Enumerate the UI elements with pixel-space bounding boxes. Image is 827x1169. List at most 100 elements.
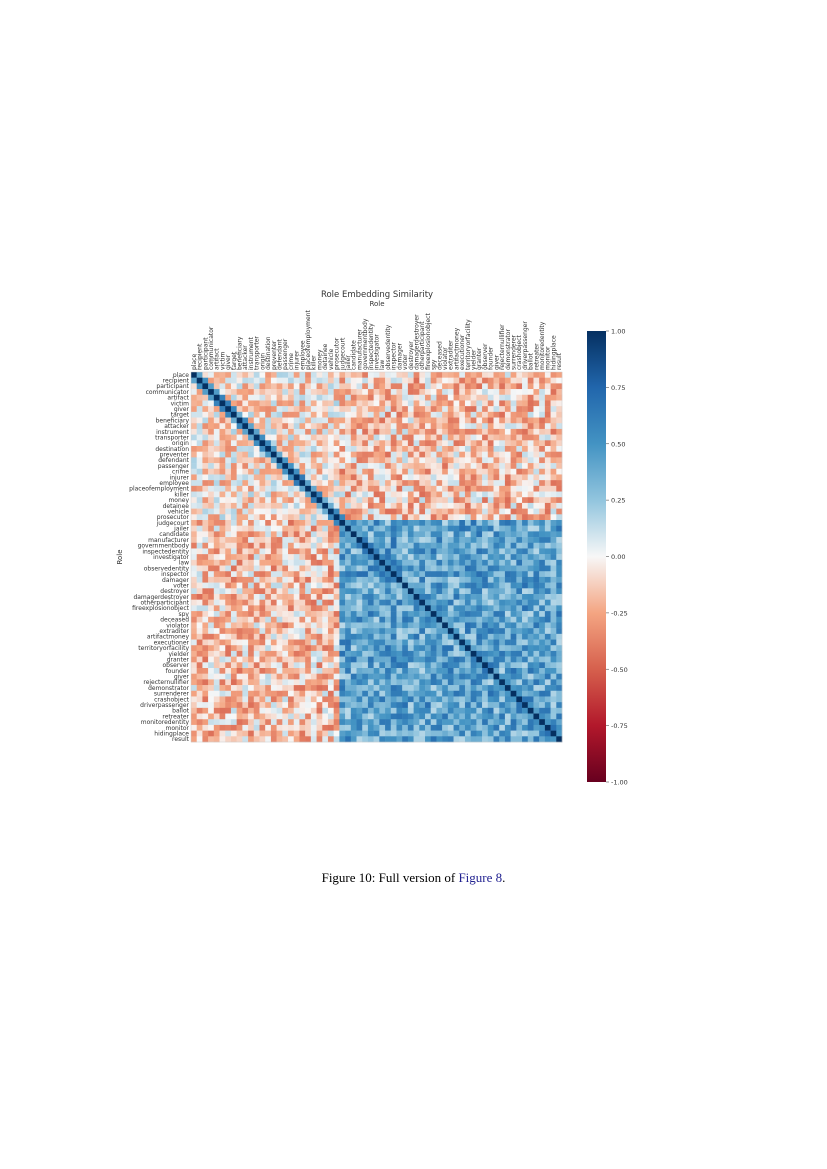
- heatmap-cell: [453, 662, 460, 669]
- heatmap-cell: [208, 514, 215, 521]
- heatmap-cell: [316, 520, 323, 526]
- heatmap-cell: [544, 474, 551, 481]
- heatmap-cell: [533, 554, 540, 561]
- heatmap-cell: [299, 616, 306, 623]
- heatmap-cell: [270, 457, 277, 464]
- heatmap-cell: [544, 514, 551, 521]
- y-tick-label: victim: [171, 400, 190, 407]
- heatmap-cell: [516, 633, 523, 640]
- heatmap-cell: [213, 497, 220, 504]
- heatmap-cell: [276, 520, 283, 526]
- heatmap-cell: [236, 542, 243, 549]
- heatmap-cell: [305, 389, 312, 396]
- heatmap-cell: [339, 531, 346, 538]
- heatmap-cell: [402, 713, 409, 720]
- heatmap-cell: [219, 724, 226, 731]
- heatmap-cell: [453, 576, 460, 583]
- heatmap-cell: [362, 656, 369, 663]
- heatmap-cell: [282, 724, 289, 731]
- heatmap-cell: [407, 719, 414, 726]
- heatmap-cell: [276, 696, 283, 703]
- heatmap-cell: [533, 497, 540, 504]
- heatmap-cell: [396, 559, 403, 566]
- heatmap-cell: [225, 463, 232, 470]
- heatmap-cell: [236, 554, 243, 561]
- heatmap-cell: [385, 565, 392, 572]
- heatmap-cell: [213, 668, 220, 674]
- heatmap-cell: [253, 702, 260, 709]
- heatmap-cell: [191, 542, 197, 549]
- heatmap-cell: [539, 417, 546, 424]
- heatmap-cell: [436, 440, 443, 447]
- heatmap-cell: [453, 736, 460, 743]
- heatmap-cell: [533, 548, 540, 555]
- heatmap-cell: [345, 599, 352, 606]
- heatmap-cell: [225, 383, 232, 390]
- heatmap-cell: [213, 463, 220, 470]
- heatmap-cell: [327, 508, 334, 515]
- heatmap-cell: [288, 662, 294, 669]
- heatmap-cell: [476, 542, 483, 549]
- figure-8-link[interactable]: Figure 8: [458, 870, 503, 885]
- heatmap-cell: [510, 497, 517, 504]
- heatmap-cell: [390, 502, 397, 509]
- heatmap-cell: [316, 440, 323, 447]
- heatmap-cell: [316, 599, 323, 606]
- heatmap-cell: [402, 633, 409, 640]
- heatmap-cell: [499, 576, 506, 583]
- heatmap-cell: [367, 582, 374, 589]
- heatmap-cell: [322, 480, 329, 487]
- heatmap-cell: [293, 645, 300, 652]
- heatmap-cell: [305, 690, 312, 697]
- heatmap-cell: [288, 707, 294, 714]
- heatmap-cell: [191, 662, 197, 669]
- heatmap-cell: [419, 554, 426, 561]
- heatmap-cell: [316, 645, 323, 652]
- heatmap-cell: [487, 622, 494, 629]
- heatmap-cell: [293, 423, 300, 430]
- heatmap-cell: [464, 565, 471, 572]
- heatmap-cell: [470, 656, 477, 663]
- heatmap-cell: [236, 696, 243, 703]
- heatmap-cell: [464, 480, 471, 487]
- heatmap-cell: [556, 628, 563, 635]
- heatmap-cell: [373, 411, 380, 418]
- heatmap-cell: [327, 548, 334, 555]
- heatmap-cell: [276, 377, 283, 384]
- heatmap-cell: [402, 696, 409, 703]
- heatmap-cell: [322, 451, 329, 458]
- heatmap-cell: [390, 616, 397, 623]
- heatmap-cell: [407, 736, 414, 743]
- heatmap-cell: [493, 679, 500, 686]
- heatmap-cell: [482, 537, 489, 544]
- heatmap-cell: [430, 690, 437, 697]
- heatmap-cell: [253, 383, 260, 390]
- heatmap-cell: [482, 451, 489, 458]
- heatmap-cell: [236, 616, 243, 623]
- heatmap-cell: [219, 531, 226, 538]
- x-tick-label: retreater: [533, 343, 540, 370]
- heatmap-cell: [305, 502, 312, 509]
- x-tick-label: placeofemployment: [305, 310, 312, 370]
- heatmap-cell: [430, 605, 437, 612]
- heatmap-cell: [213, 514, 220, 521]
- heatmap-cell: [196, 571, 203, 578]
- heatmap-cell: [345, 650, 352, 657]
- heatmap-cell: [213, 599, 220, 606]
- heatmap-cell: [248, 707, 255, 714]
- heatmap-cell: [322, 565, 329, 572]
- heatmap-cell: [276, 605, 283, 612]
- heatmap-cell: [230, 650, 237, 657]
- heatmap-cell: [385, 389, 392, 396]
- heatmap-cell: [242, 668, 249, 674]
- heatmap-cell: [276, 588, 283, 595]
- heatmap-cell: [345, 406, 352, 413]
- heatmap-cell: [191, 656, 197, 663]
- heatmap-cell: [413, 451, 420, 458]
- heatmap-cell: [225, 497, 232, 504]
- heatmap-cell: [556, 485, 563, 492]
- heatmap-cell: [527, 645, 534, 652]
- heatmap-cell: [219, 377, 226, 384]
- heatmap-cell: [345, 594, 352, 600]
- heatmap-cell: [539, 497, 546, 504]
